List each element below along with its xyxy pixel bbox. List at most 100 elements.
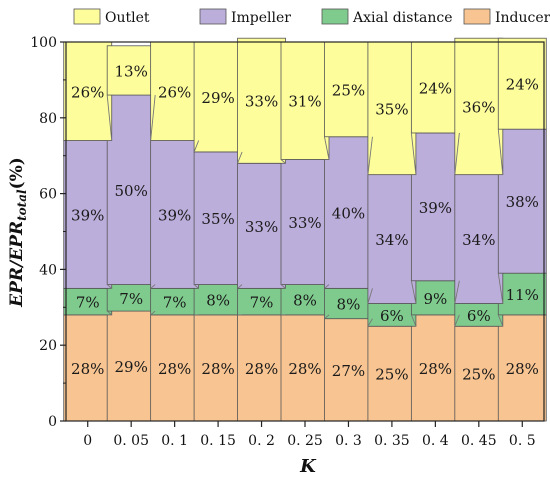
data-label-inducer: 28% bbox=[158, 360, 191, 378]
data-label-axial-distance: 9% bbox=[423, 290, 447, 308]
data-label-axial-distance: 6% bbox=[467, 307, 491, 325]
legend-swatch-axial-distance bbox=[321, 8, 349, 25]
data-label-axial-distance: 7% bbox=[119, 290, 143, 308]
series-connector-line bbox=[410, 314, 417, 327]
data-label-impeller: 39% bbox=[419, 199, 452, 217]
series-connector-line bbox=[324, 284, 330, 289]
series-connector-line bbox=[454, 280, 460, 304]
data-label-outlet: 33% bbox=[245, 93, 278, 111]
series-connector-line bbox=[106, 95, 113, 141]
bar-segment-axial-distance bbox=[497, 272, 547, 316]
bar-segment-outlet bbox=[193, 41, 243, 153]
bar-segment-axial-distance bbox=[324, 287, 373, 320]
series-connector-line bbox=[324, 314, 330, 320]
series-connector-line bbox=[410, 132, 417, 175]
x-tick-label: 0. 2 bbox=[248, 433, 275, 449]
y-tick-label: 0 bbox=[48, 414, 57, 430]
y-tick-label: 100 bbox=[30, 35, 57, 51]
series-connector-line bbox=[106, 310, 113, 316]
bar-segment-inducer bbox=[106, 310, 156, 422]
data-label-inducer: 28% bbox=[506, 360, 539, 378]
series-connector-line bbox=[237, 284, 243, 289]
bar-segment-impeller bbox=[454, 174, 504, 304]
legend-label-axial-distance: Axial distance bbox=[352, 10, 453, 26]
x-tick-label: 0. 4 bbox=[422, 433, 449, 449]
data-label-impeller: 40% bbox=[332, 205, 365, 223]
data-label-impeller: 33% bbox=[288, 214, 321, 232]
bar-segment-impeller bbox=[324, 136, 373, 289]
data-label-inducer: 28% bbox=[288, 360, 321, 378]
data-label-impeller: 38% bbox=[506, 193, 539, 211]
bar-segment-impeller bbox=[237, 162, 286, 289]
series-connector-line bbox=[410, 280, 417, 304]
bar-segment-inducer bbox=[63, 314, 113, 422]
series-connector-line bbox=[497, 273, 504, 304]
bar-segment-impeller bbox=[63, 140, 113, 289]
bar-segment-outlet bbox=[106, 45, 156, 96]
data-label-axial-distance: 7% bbox=[163, 294, 187, 312]
series-connector-line bbox=[150, 284, 156, 289]
y-tick-label: 80 bbox=[39, 111, 57, 127]
bar-segment-inducer bbox=[497, 314, 547, 422]
data-label-impeller: 35% bbox=[201, 210, 234, 228]
data-label-impeller: 33% bbox=[245, 218, 278, 236]
bar-segment-outlet bbox=[280, 41, 330, 160]
bar-segment-outlet bbox=[454, 37, 504, 176]
data-label-outlet: 36% bbox=[462, 98, 495, 116]
x-tick-label: 0. 1 bbox=[161, 433, 188, 449]
data-label-inducer: 25% bbox=[462, 366, 495, 384]
series-connector-line bbox=[280, 284, 286, 289]
legend-label-inducer: Inducer bbox=[495, 10, 550, 26]
data-label-outlet: 29% bbox=[201, 89, 234, 107]
data-label-inducer: 28% bbox=[201, 360, 234, 378]
bar-segment-impeller bbox=[497, 128, 547, 274]
data-label-impeller: 34% bbox=[462, 231, 495, 249]
data-label-impeller: 34% bbox=[375, 231, 408, 249]
data-label-outlet: 24% bbox=[419, 79, 452, 97]
x-tick-label: 0. 25 bbox=[287, 433, 323, 449]
chart-bars bbox=[63, 37, 547, 422]
y-axis-title-unit: (%) bbox=[7, 157, 27, 189]
bar-segment-outlet bbox=[497, 37, 547, 130]
x-axis-title: K bbox=[299, 456, 317, 477]
series-connector-line bbox=[324, 136, 330, 160]
chart-axes: 0 20 40 60 80 100 0 0. 05 0. 1 0. 15 0. 2 0. 25 0. 3… bbox=[30, 35, 545, 449]
y-axis-title: EPR/EPRtotal(%) bbox=[7, 157, 29, 308]
series-connector-line bbox=[193, 284, 199, 289]
bar-segment-impeller bbox=[280, 159, 330, 285]
data-label-inducer: 29% bbox=[115, 358, 148, 376]
data-label-outlet: 26% bbox=[158, 83, 191, 101]
data-label-outlet: 25% bbox=[332, 81, 365, 99]
data-label-axial-distance: 6% bbox=[380, 307, 404, 325]
series-connector-line bbox=[106, 284, 113, 289]
y-tick-label: 60 bbox=[39, 187, 57, 203]
bar-segment-impeller bbox=[150, 140, 200, 289]
bar-segment-impeller bbox=[367, 174, 417, 304]
series-connector-line bbox=[237, 151, 243, 164]
legend-label-outlet: Outlet bbox=[105, 10, 150, 26]
x-tick-label: 0. 3 bbox=[335, 433, 362, 449]
legend-swatch-inducer bbox=[463, 8, 491, 25]
series-connector-line bbox=[367, 136, 373, 175]
bar-segment-inducer bbox=[280, 314, 330, 422]
chart-data-labels: 28% 29% 28% 28% 28% 28% 27% 25% 28% 25% 28% 7% 7% 7% 8… bbox=[71, 62, 539, 383]
data-label-impeller: 39% bbox=[71, 206, 104, 224]
data-label-outlet: 35% bbox=[375, 100, 408, 118]
bar-segment-inducer bbox=[367, 325, 417, 422]
x-tick-label: 0. 35 bbox=[374, 433, 410, 449]
bar-segment-outlet bbox=[237, 37, 286, 164]
bar-segment-inducer bbox=[454, 325, 504, 422]
series-connector-line bbox=[454, 314, 460, 327]
data-label-impeller: 39% bbox=[158, 206, 191, 224]
series-connector-line bbox=[497, 314, 504, 327]
data-label-outlet: 31% bbox=[288, 93, 321, 111]
bar-segment-outlet bbox=[324, 41, 373, 138]
data-label-inducer: 28% bbox=[419, 360, 452, 378]
data-label-axial-distance: 8% bbox=[293, 292, 317, 310]
series-connector-line bbox=[497, 129, 504, 175]
series-connector-line bbox=[150, 95, 156, 141]
x-tick-label: 0. 05 bbox=[113, 433, 149, 449]
y-axis-title-subscript: total bbox=[15, 189, 29, 221]
series-connector-line bbox=[367, 288, 373, 304]
y-axis-title-main: EPR/EPR bbox=[7, 221, 27, 308]
